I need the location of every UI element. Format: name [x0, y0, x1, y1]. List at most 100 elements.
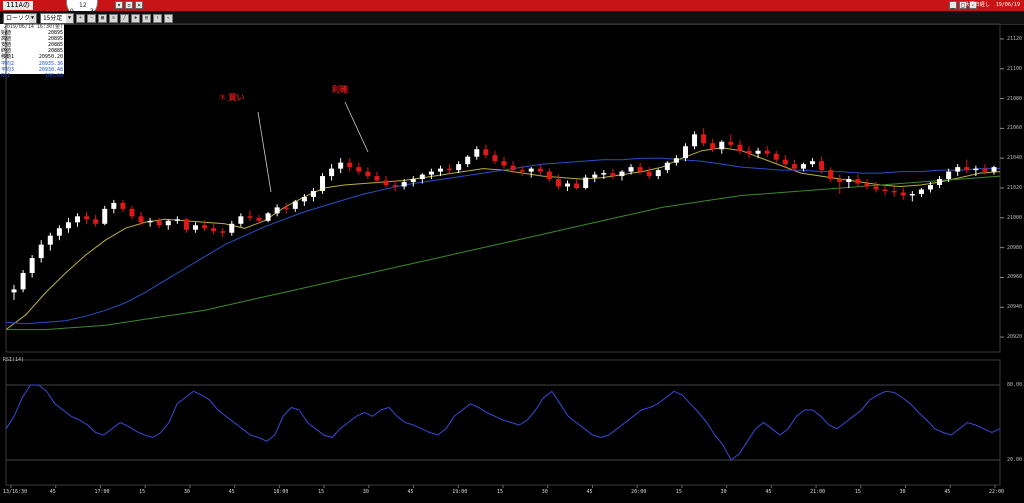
- minimize-icon[interactable]: _: [949, 1, 957, 9]
- candle-body: [65, 222, 71, 229]
- candle-body: [111, 202, 117, 209]
- candle-body: [265, 213, 271, 221]
- candle-body: [800, 164, 806, 169]
- main-panel-frame: [5, 23, 1001, 353]
- time-label: 15: [318, 489, 325, 495]
- candle-body: [465, 156, 471, 165]
- info-label: 平均2: [1, 60, 15, 67]
- candle-body: [519, 170, 525, 172]
- candle-body: [292, 201, 298, 209]
- close-icon[interactable]: ×: [135, 1, 143, 9]
- cursor-icon[interactable]: ↖: [164, 14, 173, 23]
- chart-grid: [5, 23, 1004, 488]
- time-label: 15: [854, 489, 861, 495]
- print-icon[interactable]: ▤: [142, 14, 151, 23]
- time-label: 15: [675, 489, 682, 495]
- up-icon[interactable]: ↑: [153, 14, 162, 23]
- info-value: 20950.20: [38, 54, 63, 61]
- candle-body: [773, 153, 779, 160]
- candle-body: [918, 189, 924, 194]
- info-datetime: 2019/06/14 16:30(金): [3, 24, 63, 30]
- candle-body: [610, 173, 616, 177]
- candle-body: [102, 208, 108, 224]
- candle-body: [592, 174, 598, 178]
- info-label: 移動1: [1, 54, 15, 61]
- time-label: 45: [765, 489, 772, 495]
- candle-body: [202, 225, 208, 229]
- profit-annotation: 利確: [332, 85, 348, 94]
- rsi-line: [5, 384, 1001, 461]
- list-icon[interactable]: ≡: [109, 14, 118, 23]
- candle-body: [501, 161, 507, 166]
- candle-body: [220, 231, 226, 233]
- candle-body: [447, 168, 453, 171]
- view-buttons: ▾ ▫ ×: [115, 1, 143, 9]
- candle-body: [38, 244, 44, 259]
- price-label: 20940: [1007, 304, 1023, 311]
- settings-icon[interactable]: ✱: [131, 14, 140, 23]
- zoom-in-icon[interactable]: +: [76, 14, 85, 23]
- candle-body: [855, 179, 861, 184]
- candle-body: [555, 179, 561, 187]
- candle-body: [192, 225, 198, 230]
- close-icon[interactable]: ×: [969, 1, 977, 9]
- candle-body: [955, 167, 961, 172]
- candle-body: [637, 167, 643, 172]
- buy-pointer-line: [257, 111, 272, 193]
- candle-body: [537, 168, 543, 172]
- rsi-axis-label: 20.00: [1007, 457, 1023, 463]
- candle-body: [628, 167, 634, 172]
- candle-body: [873, 186, 879, 190]
- candle-body: [510, 165, 516, 171]
- candle-body: [810, 161, 816, 165]
- time-label: 30: [541, 489, 548, 495]
- candle-body: [129, 208, 135, 217]
- candle-body: [574, 183, 580, 188]
- candle-body: [238, 216, 244, 224]
- candle-body: [156, 220, 162, 226]
- candle-body: [301, 196, 307, 202]
- candle-body: [428, 171, 434, 175]
- candle-body: [138, 216, 144, 223]
- profit-pointer-line: [344, 101, 369, 153]
- candle-body: [165, 220, 171, 226]
- candle-body: [719, 141, 725, 150]
- candle-body: [419, 174, 425, 180]
- candle-body: [93, 219, 99, 224]
- price-label: 21060: [1007, 125, 1023, 132]
- candle-body: [183, 219, 189, 230]
- info-value: 20895: [47, 36, 63, 43]
- candle-body: [601, 173, 607, 175]
- time-label: 17:00: [94, 489, 110, 495]
- candle-body: [828, 170, 834, 180]
- time-label: 45: [407, 489, 414, 495]
- clock-number: 12: [79, 2, 87, 9]
- price-label: 21080: [1007, 95, 1023, 102]
- zoom-out-icon[interactable]: −: [87, 14, 96, 23]
- tile-icon[interactable]: ▫: [125, 1, 133, 9]
- time-label: 15: [497, 489, 504, 495]
- candle-body: [673, 158, 679, 163]
- grid-icon[interactable]: ▦: [98, 14, 107, 23]
- rsi-panel: [5, 384, 1001, 461]
- annotation-lines: [257, 101, 369, 193]
- info-row: 移動1 20950.20: [1, 54, 63, 60]
- price-label: 21040: [1007, 155, 1023, 162]
- market-name: 大阪日経し: [964, 2, 990, 8]
- candle-body: [338, 162, 344, 169]
- line-icon[interactable]: ╱: [120, 14, 129, 23]
- candle-body: [655, 170, 661, 177]
- rsi-label: RSI(14): [3, 357, 25, 363]
- ma-long-line: [6, 175, 1001, 331]
- window-controls: _ □ ×: [949, 1, 977, 9]
- minimize-icon[interactable]: ▾: [115, 1, 123, 9]
- candle-body: [492, 155, 498, 162]
- candle-body: [982, 168, 988, 172]
- candle-body: [20, 272, 26, 290]
- maximize-icon[interactable]: □: [959, 1, 967, 9]
- time-label: 45: [228, 489, 235, 495]
- candle-body: [56, 228, 62, 236]
- candle-body: [29, 258, 35, 273]
- info-label: 平均3: [1, 66, 15, 73]
